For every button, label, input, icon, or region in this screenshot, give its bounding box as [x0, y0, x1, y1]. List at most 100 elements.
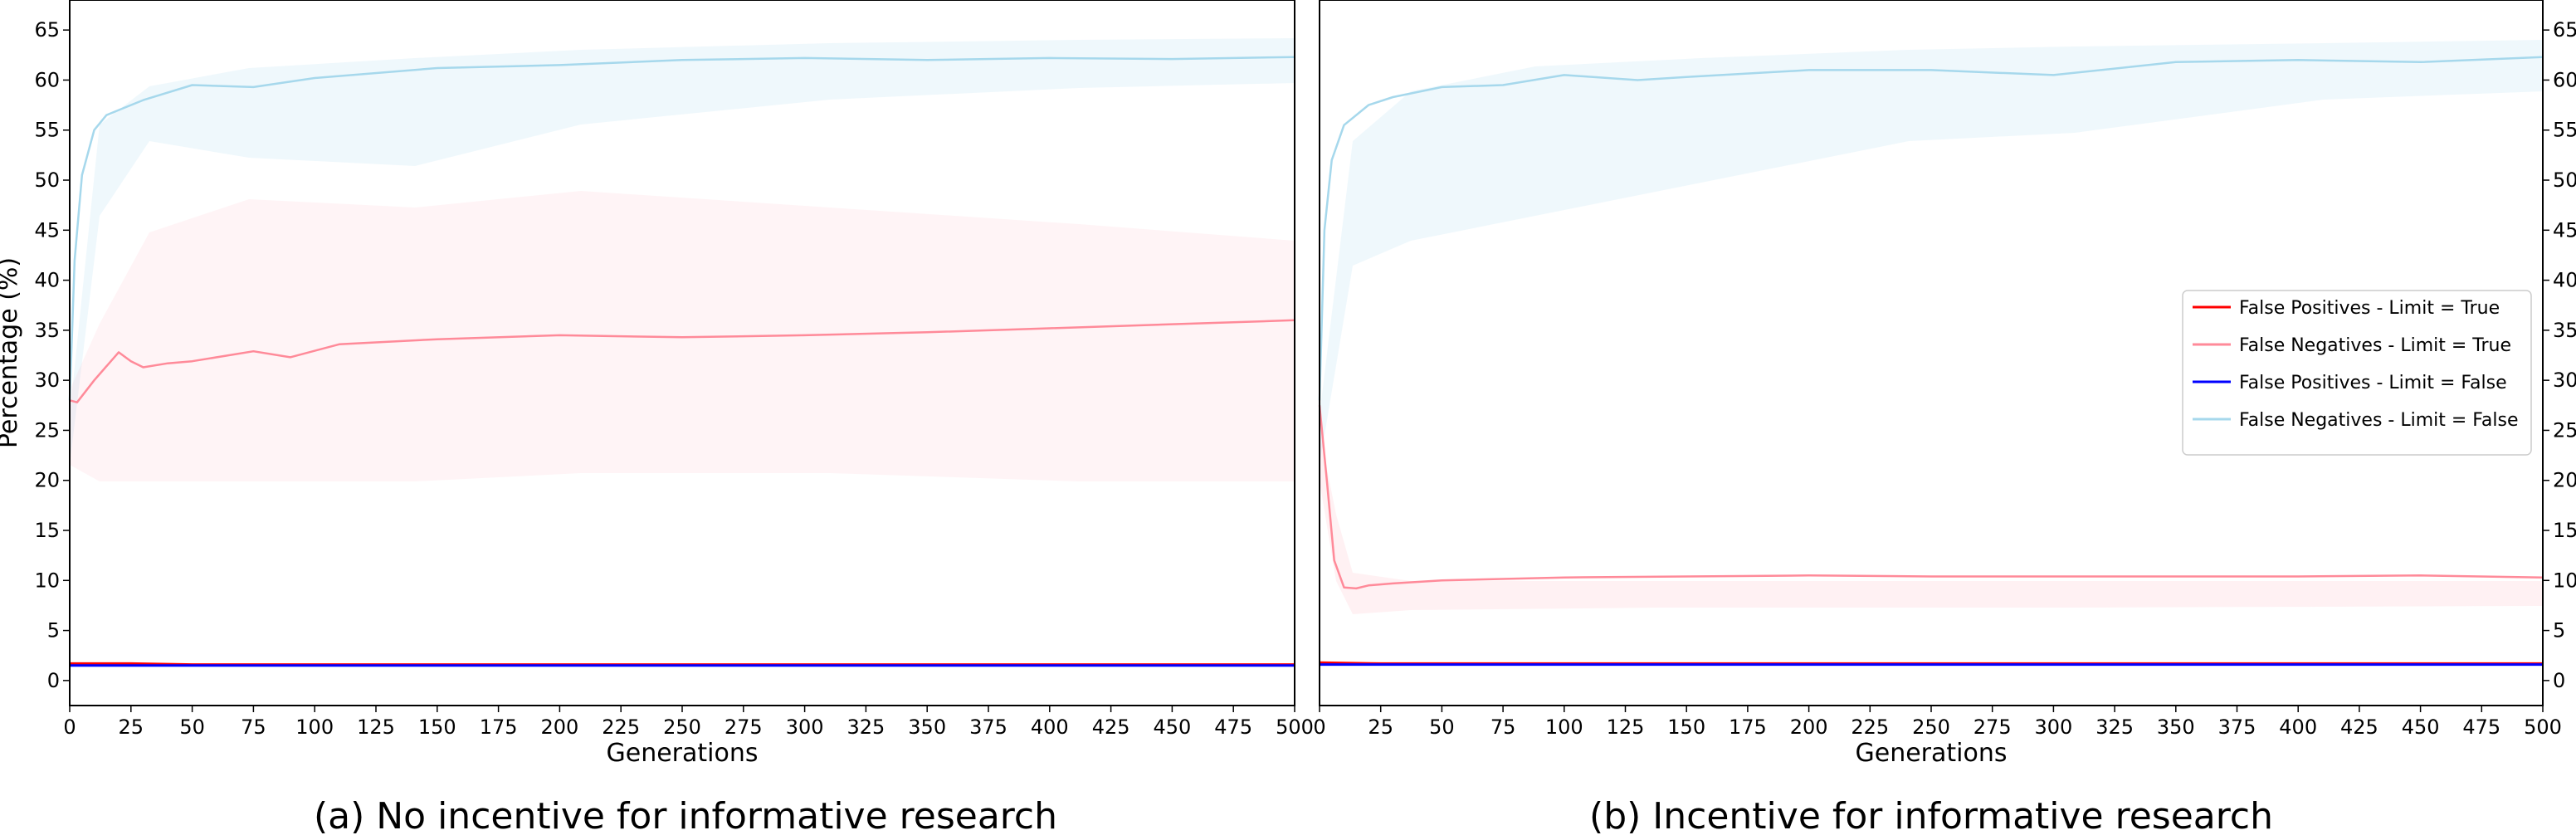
- x-tick-label: 25: [1368, 715, 1393, 739]
- panel-b-fn-limit-true-band: [1320, 432, 2543, 614]
- x-tick-label: 0: [63, 715, 76, 739]
- series-line-false-negatives-limit-true: [1318, 405, 2544, 590]
- y-tick-label: 0: [47, 669, 60, 692]
- y-tick-label: 15: [2553, 519, 2576, 542]
- y-tick-label: 45: [34, 218, 60, 242]
- x-tick-label: 225: [602, 715, 640, 739]
- x-tick-label: 150: [1667, 715, 1705, 739]
- y-tick-label: 30: [2553, 369, 2576, 392]
- panel-a-y-axis-title: Percentage (%): [0, 257, 23, 448]
- x-tick-label: 150: [418, 715, 456, 739]
- x-tick-label: 475: [1214, 715, 1252, 739]
- y-tick-label: 40: [34, 269, 60, 292]
- legend-label: False Negatives - Limit = True: [2239, 335, 2511, 356]
- x-tick-label: 425: [1092, 715, 1130, 739]
- y-tick-label: 60: [34, 68, 60, 91]
- x-tick-label: 100: [1545, 715, 1583, 739]
- x-tick-label: 175: [1729, 715, 1767, 739]
- x-tick-label: 375: [2218, 715, 2256, 739]
- x-tick-label: 275: [1973, 715, 2012, 739]
- panel-a-caption: (a) No incentive for informative researc…: [314, 795, 1057, 838]
- panel-a-fn-limit-true-band: [70, 191, 1295, 481]
- y-tick-label: 65: [2553, 18, 2576, 42]
- y-tick-label: 65: [34, 18, 60, 42]
- panel-a-run-bands: [70, 38, 1295, 481]
- x-tick-label: 25: [119, 715, 144, 739]
- x-tick-label: 250: [1912, 715, 1950, 739]
- y-tick-label: 0: [2553, 669, 2565, 692]
- y-tick-label: 45: [2553, 218, 2576, 242]
- y-tick-label: 50: [34, 168, 60, 192]
- y-tick-label: 40: [2553, 269, 2576, 292]
- y-tick-label: 55: [2553, 119, 2576, 142]
- x-tick-label: 400: [2279, 715, 2317, 739]
- legend-item: False Negatives - Limit = False: [2193, 410, 2519, 431]
- panel-b-x-axis-title: Generations: [1856, 739, 2008, 768]
- legend-item: False Positives - Limit = False: [2193, 373, 2507, 393]
- x-tick-label: 350: [908, 715, 946, 739]
- legend: False Positives - Limit = True False Neg…: [2182, 290, 2532, 456]
- y-tick-label: 55: [34, 119, 60, 142]
- x-tick-label: 125: [1607, 715, 1645, 739]
- x-tick-label: 125: [357, 715, 395, 739]
- x-tick-label: 400: [1031, 715, 1069, 739]
- panel-a-y-ticks: 0 5 10 15 20 25 30 35 40 45 50 55 60 65: [34, 18, 70, 692]
- x-tick-label: 300: [2034, 715, 2072, 739]
- x-tick-label: 75: [241, 715, 266, 739]
- panel-b-fn-limit-false-band: [1320, 40, 2543, 465]
- x-tick-label: 50: [1429, 715, 1455, 739]
- y-tick-label: 20: [34, 469, 60, 492]
- legend-label: False Negatives - Limit = False: [2239, 410, 2519, 431]
- x-tick-label: 450: [2402, 715, 2440, 739]
- y-tick-label: 25: [2553, 418, 2576, 442]
- x-tick-label: 500: [1276, 715, 1314, 739]
- x-tick-label: 225: [1851, 715, 1889, 739]
- y-tick-label: 10: [2553, 569, 2576, 592]
- series-line-false-negatives-limit-false: [1318, 56, 2544, 401]
- x-tick-label: 275: [724, 715, 763, 739]
- legend-box: [2182, 290, 2532, 456]
- panel-b-x-ticks: 0 25 50 75 100 125 150 175 200 225 250 275 300 325 350…: [1313, 706, 2562, 739]
- x-tick-label: 375: [969, 715, 1007, 739]
- x-tick-label: 175: [480, 715, 518, 739]
- y-tick-label: 25: [34, 418, 60, 442]
- y-tick-label: 50: [2553, 168, 2576, 192]
- panel-b: 0 25 50 75 100 125 150 175 200 225 250 275 300 325 350…: [1313, 0, 2576, 838]
- panel-a-series: [68, 56, 1295, 667]
- panel-b-series: [1318, 56, 2544, 667]
- x-tick-label: 475: [2462, 715, 2500, 739]
- panel-b-run-bands: [1320, 40, 2543, 614]
- x-tick-label: 75: [1490, 715, 1516, 739]
- series-line-false-negatives-limit-true: [69, 319, 1295, 403]
- panel-b-caption: (b) Incentive for informative research: [1589, 795, 2273, 838]
- y-tick-label: 30: [34, 369, 60, 392]
- y-tick-label: 15: [34, 519, 60, 542]
- x-tick-label: 200: [540, 715, 578, 739]
- x-tick-label: 500: [2524, 715, 2562, 739]
- x-tick-label: 350: [2157, 715, 2195, 739]
- panel-a-x-ticks: 0 25 50 75 100 125 150 175 200 225 250 275 300 325 350…: [63, 706, 1314, 739]
- x-tick-label: 325: [2095, 715, 2134, 739]
- y-tick-label: 20: [2553, 469, 2576, 492]
- x-tick-label: 50: [179, 715, 205, 739]
- x-tick-label: 425: [2340, 715, 2378, 739]
- x-tick-label: 450: [1153, 715, 1191, 739]
- x-tick-label: 0: [1313, 715, 1325, 739]
- legend-item: False Negatives - Limit = True: [2193, 335, 2511, 356]
- panel-b-y-ticks: 0 5 10 15 20 25 30 35 40 45 50 55 60 65: [2543, 18, 2576, 692]
- x-tick-label: 300: [786, 715, 824, 739]
- x-tick-label: 100: [295, 715, 334, 739]
- panel-a: 0 25 50 75 100 125 150 175 200 225 250 275 300 325 350…: [0, 0, 1314, 838]
- y-tick-label: 5: [47, 619, 60, 642]
- legend-label: False Positives - Limit = True: [2239, 298, 2500, 319]
- y-tick-label: 35: [34, 319, 60, 342]
- legend-item: False Positives - Limit = True: [2193, 298, 2500, 319]
- series-line-false-negatives-limit-false: [68, 56, 1295, 401]
- x-tick-label: 200: [1790, 715, 1828, 739]
- x-tick-label: 325: [846, 715, 885, 739]
- x-tick-label: 250: [663, 715, 701, 739]
- y-tick-label: 10: [34, 569, 60, 592]
- panel-a-fn-limit-false-band: [70, 38, 1295, 465]
